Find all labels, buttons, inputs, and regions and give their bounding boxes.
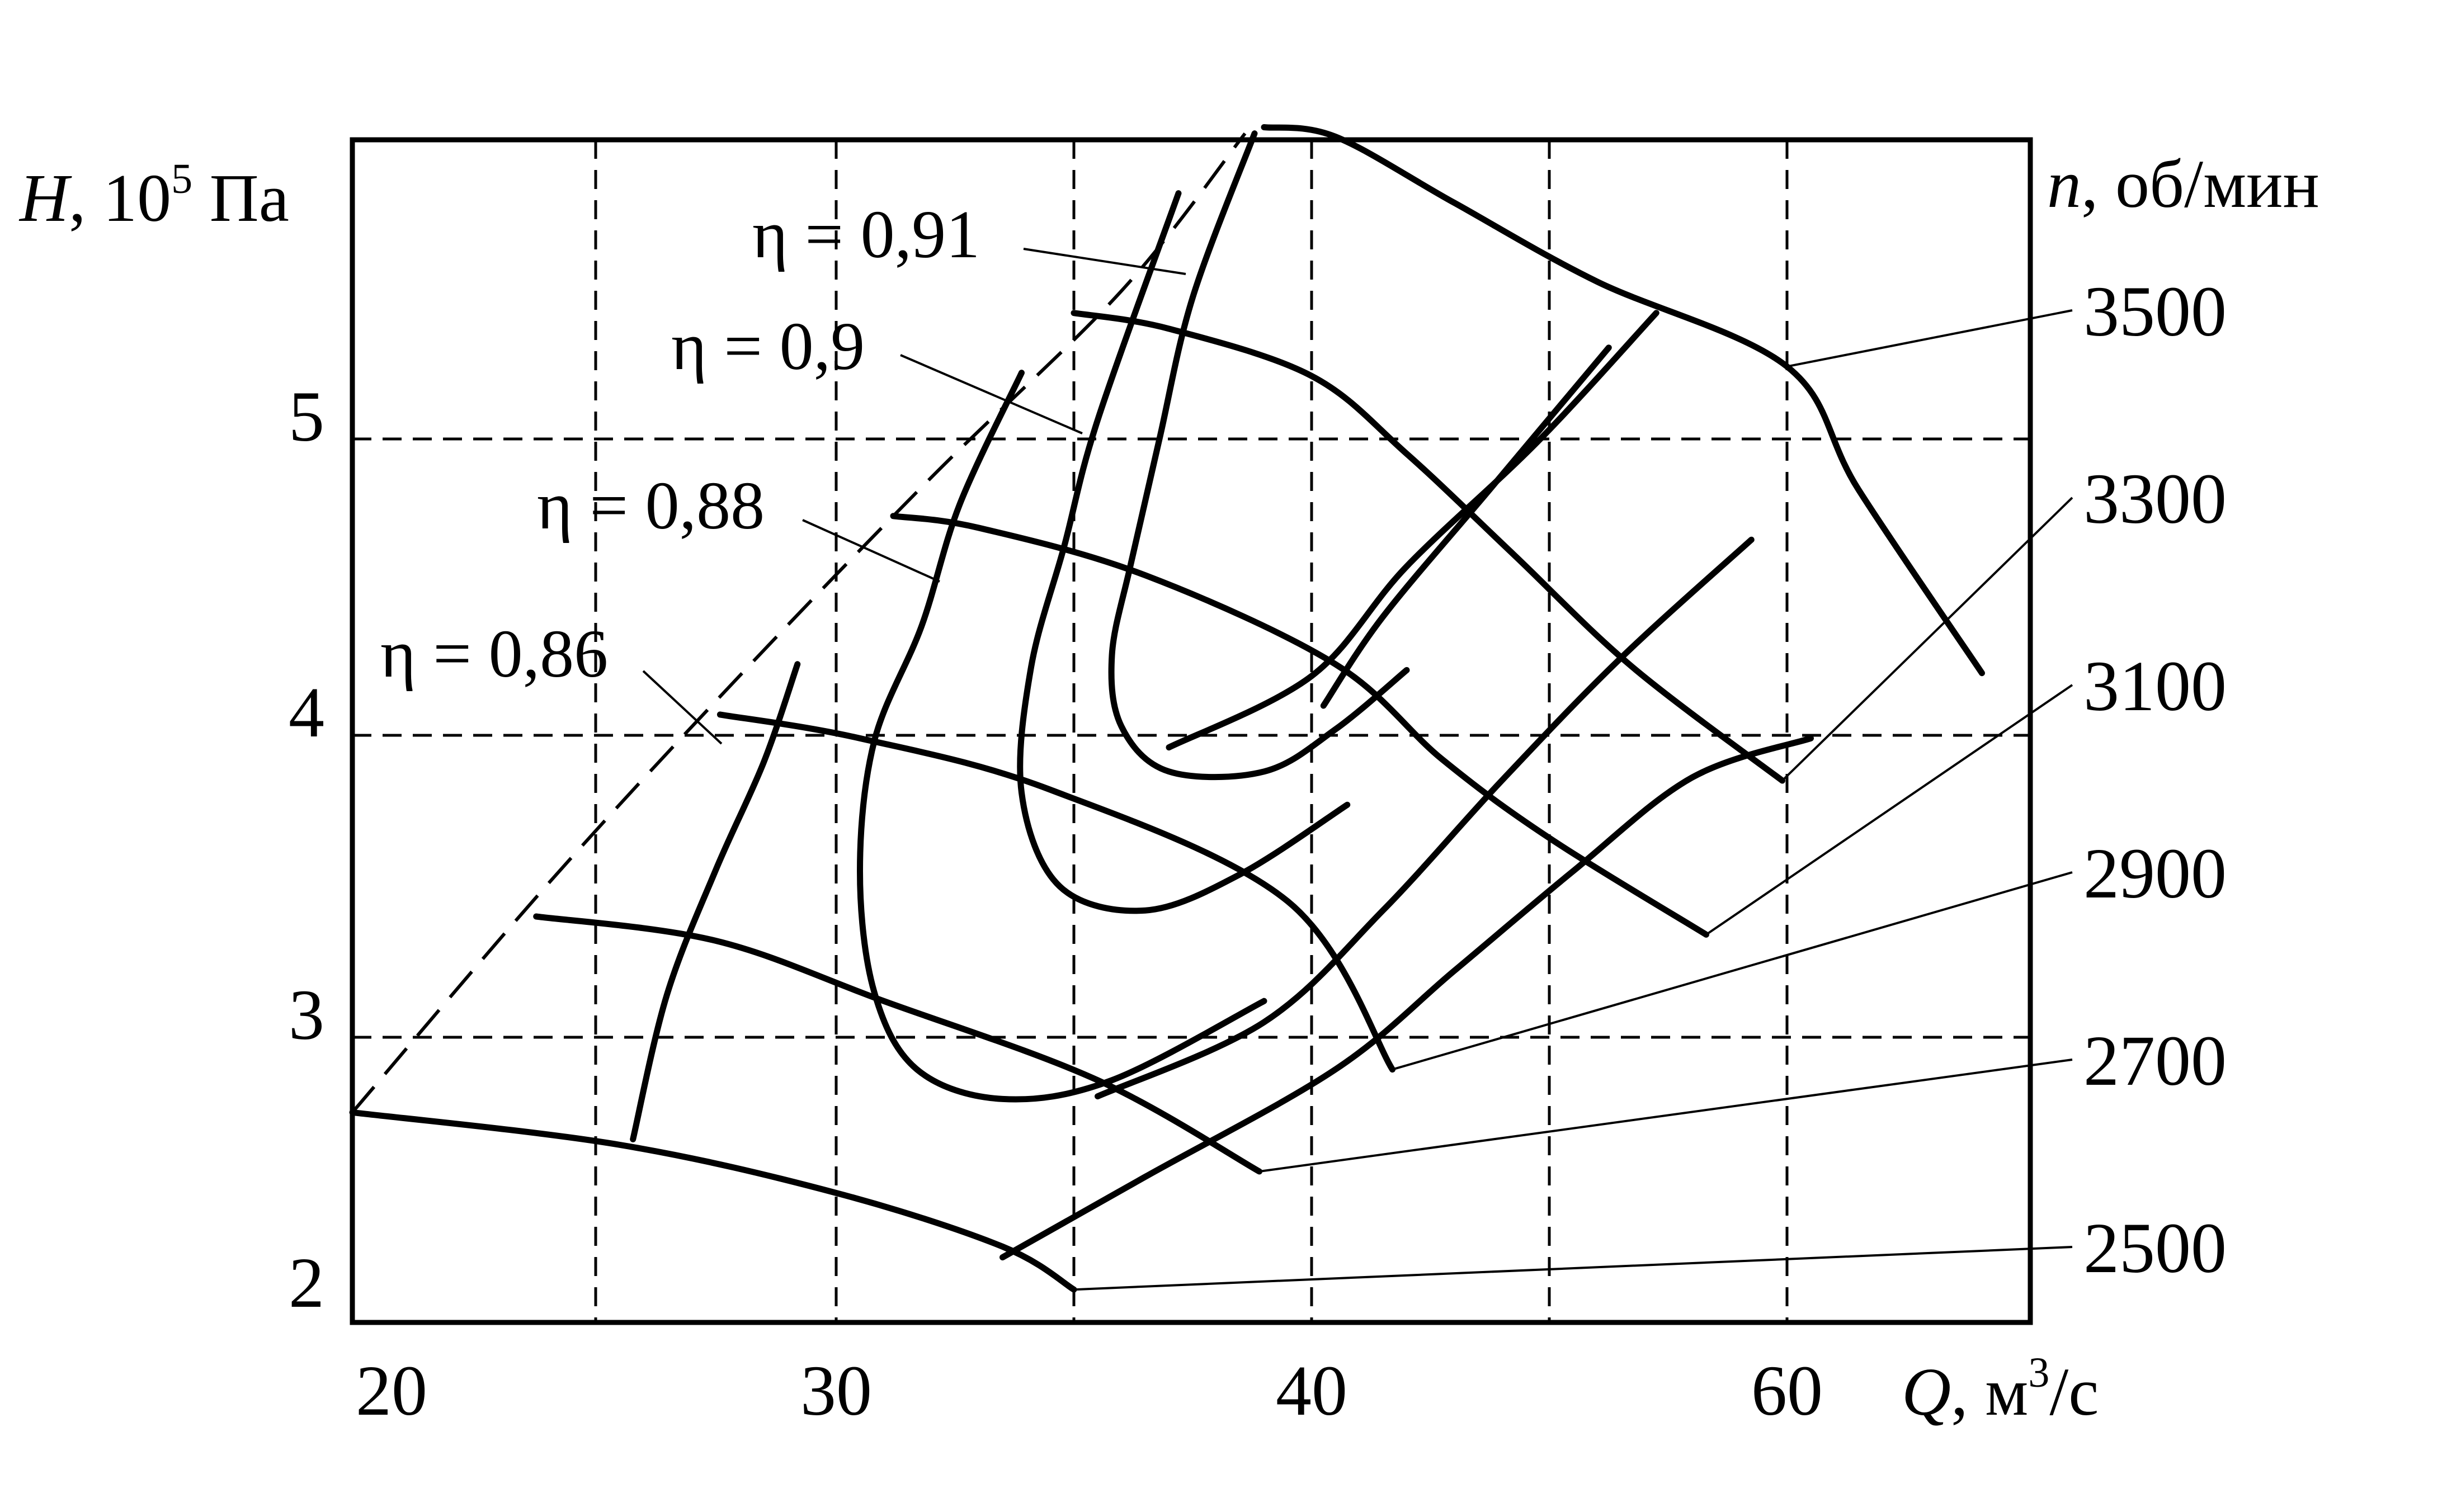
speed-axis-variable: n [2047,147,2081,222]
y-tick-label: 2 [289,1243,324,1322]
speed-curve [533,913,1262,1175]
boundary-curve [1320,344,1612,709]
speed-label: 2700 [2083,1021,2227,1100]
x-axis-label: Q, м3/с [1902,1349,2099,1430]
speed-leader-line [1392,871,2073,1071]
x-axis-variable: Q [1902,1354,1951,1430]
efficiency-leader-line [1023,248,1186,275]
efficiency-curve [630,661,801,1142]
surge-line [351,132,1247,1114]
efficiency-contours [630,130,1410,1142]
x-axis-unit-tail: /с [2049,1354,2099,1430]
x-tick-label: 40 [1276,1351,1347,1430]
boundary-curve [1095,536,1755,1100]
y-tick-label: 5 [289,377,324,456]
speed-axis-unit: , об/мин [2081,147,2319,222]
x-axis-separator: , [1951,1354,1985,1430]
efficiency-label: η = 0,88 [537,468,765,544]
speed-curve [716,711,1395,1073]
efficiency-label: η = 0,9 [671,309,865,384]
y-axis-variable: H [18,160,72,236]
boundary-curve [1166,310,1659,751]
speed-leader-line [1705,684,2073,936]
y-axis-unit-base: 10 [103,160,171,236]
efficiency-leader-line [900,354,1083,434]
speed-curve [349,1109,1077,1293]
speed-label: 3100 [2083,646,2227,726]
boundary-lines [999,310,1814,1261]
y-axis-separator: , [69,160,103,236]
surge-line-group [351,132,1247,1114]
speed-leader-line [1073,1246,2073,1291]
efficiency-leader-line [802,519,940,583]
efficiency-curve [857,370,1267,1103]
efficiency-label: η = 0,86 [380,616,608,692]
x-axis-unit-base: м [1985,1354,2028,1430]
speed-lines [349,124,1985,1293]
label-leaders [642,248,2073,1291]
boundary-curve [999,735,1814,1261]
speed-leader-line [1781,497,2073,782]
y-axis-unit-exponent: 5 [171,155,192,202]
speed-leader-line [1786,309,2073,368]
y-axis-label: H, 105 Па [18,155,289,236]
speed-label: 2900 [2083,834,2227,913]
speed-axis-label: n, об/мин [2047,147,2319,222]
x-tick-label: 20 [356,1351,427,1430]
efficiency-curve [1108,130,1410,781]
speed-label: 3500 [2083,272,2227,351]
efficiency-label: η = 0,91 [752,197,980,272]
y-tick-label: 4 [289,673,324,752]
efficiency-curve [1017,190,1351,914]
x-axis-unit-exponent: 3 [2028,1349,2049,1396]
speed-curve [890,513,1709,938]
speed-leader-line [1259,1059,2073,1173]
y-tick-label: 3 [289,975,324,1055]
x-tick-label: 60 [1751,1351,1823,1430]
speed-label: 2500 [2083,1208,2227,1288]
speed-curve [1261,124,1985,677]
x-tick-label: 30 [800,1351,872,1430]
speed-label: 3300 [2083,459,2227,538]
y-axis-unit-tail: Па [192,160,289,236]
efficiency-leader-line [642,670,723,745]
plot-frame [350,137,2033,1325]
